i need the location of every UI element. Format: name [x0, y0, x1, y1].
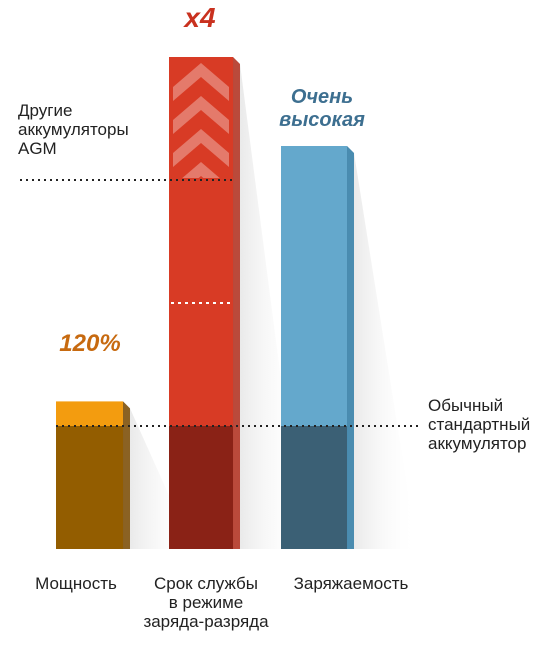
bar-charge-lower [281, 426, 347, 549]
chevron-4 [182, 162, 220, 178]
bar-charge-side [347, 146, 354, 549]
chevron-1 [173, 63, 229, 101]
bar-power-lower [56, 426, 123, 549]
bar-life-upper [169, 57, 233, 426]
chevron-2 [173, 96, 229, 134]
chevron-3 [173, 129, 229, 167]
reference-lines [20, 179, 420, 427]
top-label-charge: Очень высокая [279, 86, 365, 131]
bar-power-upper [56, 401, 123, 426]
chevron-pattern [173, 63, 229, 178]
bar-charge-shadow [347, 146, 417, 549]
category-label-power: Мощность [35, 574, 117, 593]
bar-life-side [233, 57, 240, 549]
top-label-power: 120% [59, 330, 121, 357]
bar-charge-upper [281, 146, 347, 426]
bars [56, 57, 354, 549]
category-label-life: Срок службы в режиме заряда-разряда [143, 574, 269, 631]
bar-power-side [123, 401, 130, 549]
bar-life-lower [169, 426, 233, 549]
reference-label-standard: Обычный стандартный аккумулятор [428, 396, 531, 453]
reference-label-agm: Другие аккумуляторы AGM [18, 101, 129, 158]
top-label-life: x4 [184, 2, 216, 33]
category-label-charge: Заряжаемость [293, 574, 409, 593]
